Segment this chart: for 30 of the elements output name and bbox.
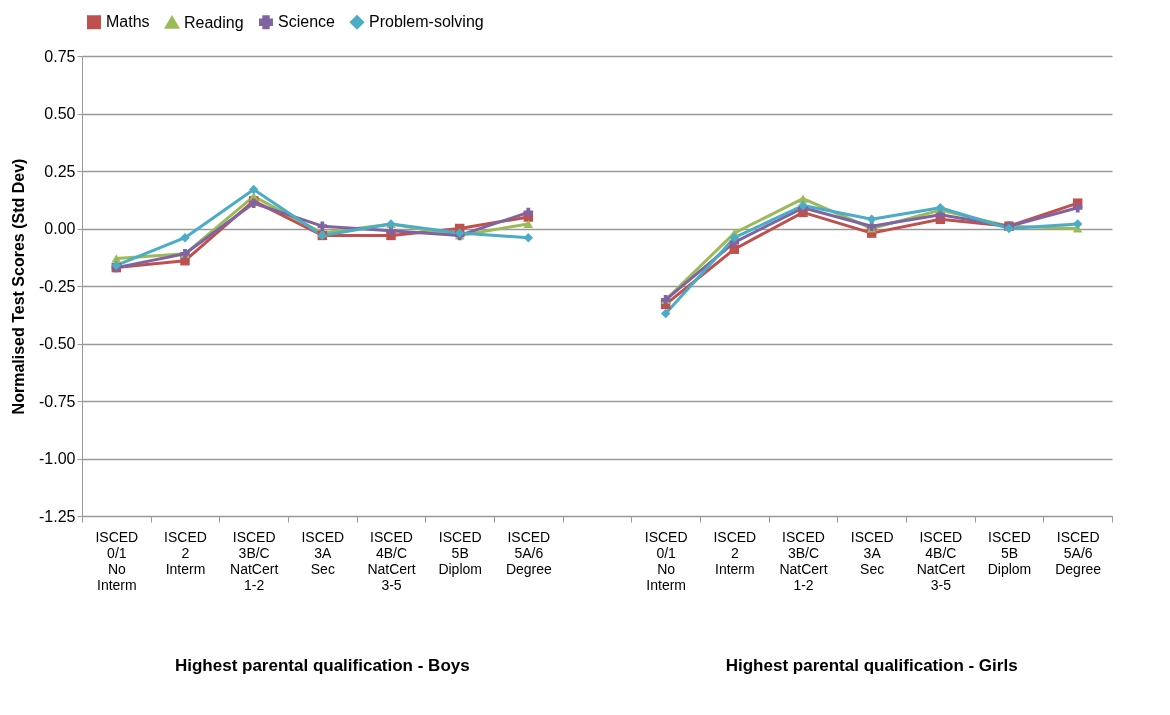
legend-label: Maths [106,13,150,31]
y-tick-label: -0.75 [39,392,76,410]
x-tick-label: ISCED 3B/C NatCert 1-2 [779,528,828,593]
x-tick-label: ISCED 3B/C NatCert 1-2 [230,528,279,593]
x-tick-label: ISCED 5A/6 Degree [505,528,552,577]
y-tick-label: -0.25 [39,277,76,295]
text: Highest parental qualification - Boys [174,656,470,675]
y-tick-label: 0.75 [44,47,76,65]
y-axis-title: Normalised Test Scores (Std Dev) [10,158,28,415]
x-tick-label: ISCED 0/1 No Interm [644,528,688,593]
y-tick-label: 0.50 [44,105,76,122]
y-tick-label: -1.00 [39,450,76,467]
x-tick-label: ISCED 5B Diplom [438,528,482,577]
x-tick-label: ISCED 5B Diplom [987,528,1032,577]
y-tick-label: 0.25 [44,162,76,180]
legend-label: Science [278,13,336,31]
x-tick-label: ISCED 3A Sec [301,528,345,577]
x-tick-label: ISCED 4B/C NatCert 3-5 [367,528,416,593]
x-tick-label: ISCED 5A/6 Degree [1055,528,1102,577]
legend-label: Problem-solving [369,13,484,31]
x-tick-label: ISCED 2 Interm [164,528,207,577]
legend-label: Reading [184,13,244,31]
x-tick-label: ISCED 0/1 No Interm [95,528,139,593]
x-tick-label: ISCED 4B/C NatCert 3-5 [916,528,966,593]
x-tick-label: ISCED 2 Interm [713,528,757,577]
y-tick-label: -1.25 [39,507,76,525]
y-tick-label: -0.50 [39,335,76,352]
text: Highest parental qualification - Girls [725,656,1018,675]
y-tick-label: 0.00 [44,220,76,237]
x-tick-label: ISCED 3A Sec [850,528,894,577]
